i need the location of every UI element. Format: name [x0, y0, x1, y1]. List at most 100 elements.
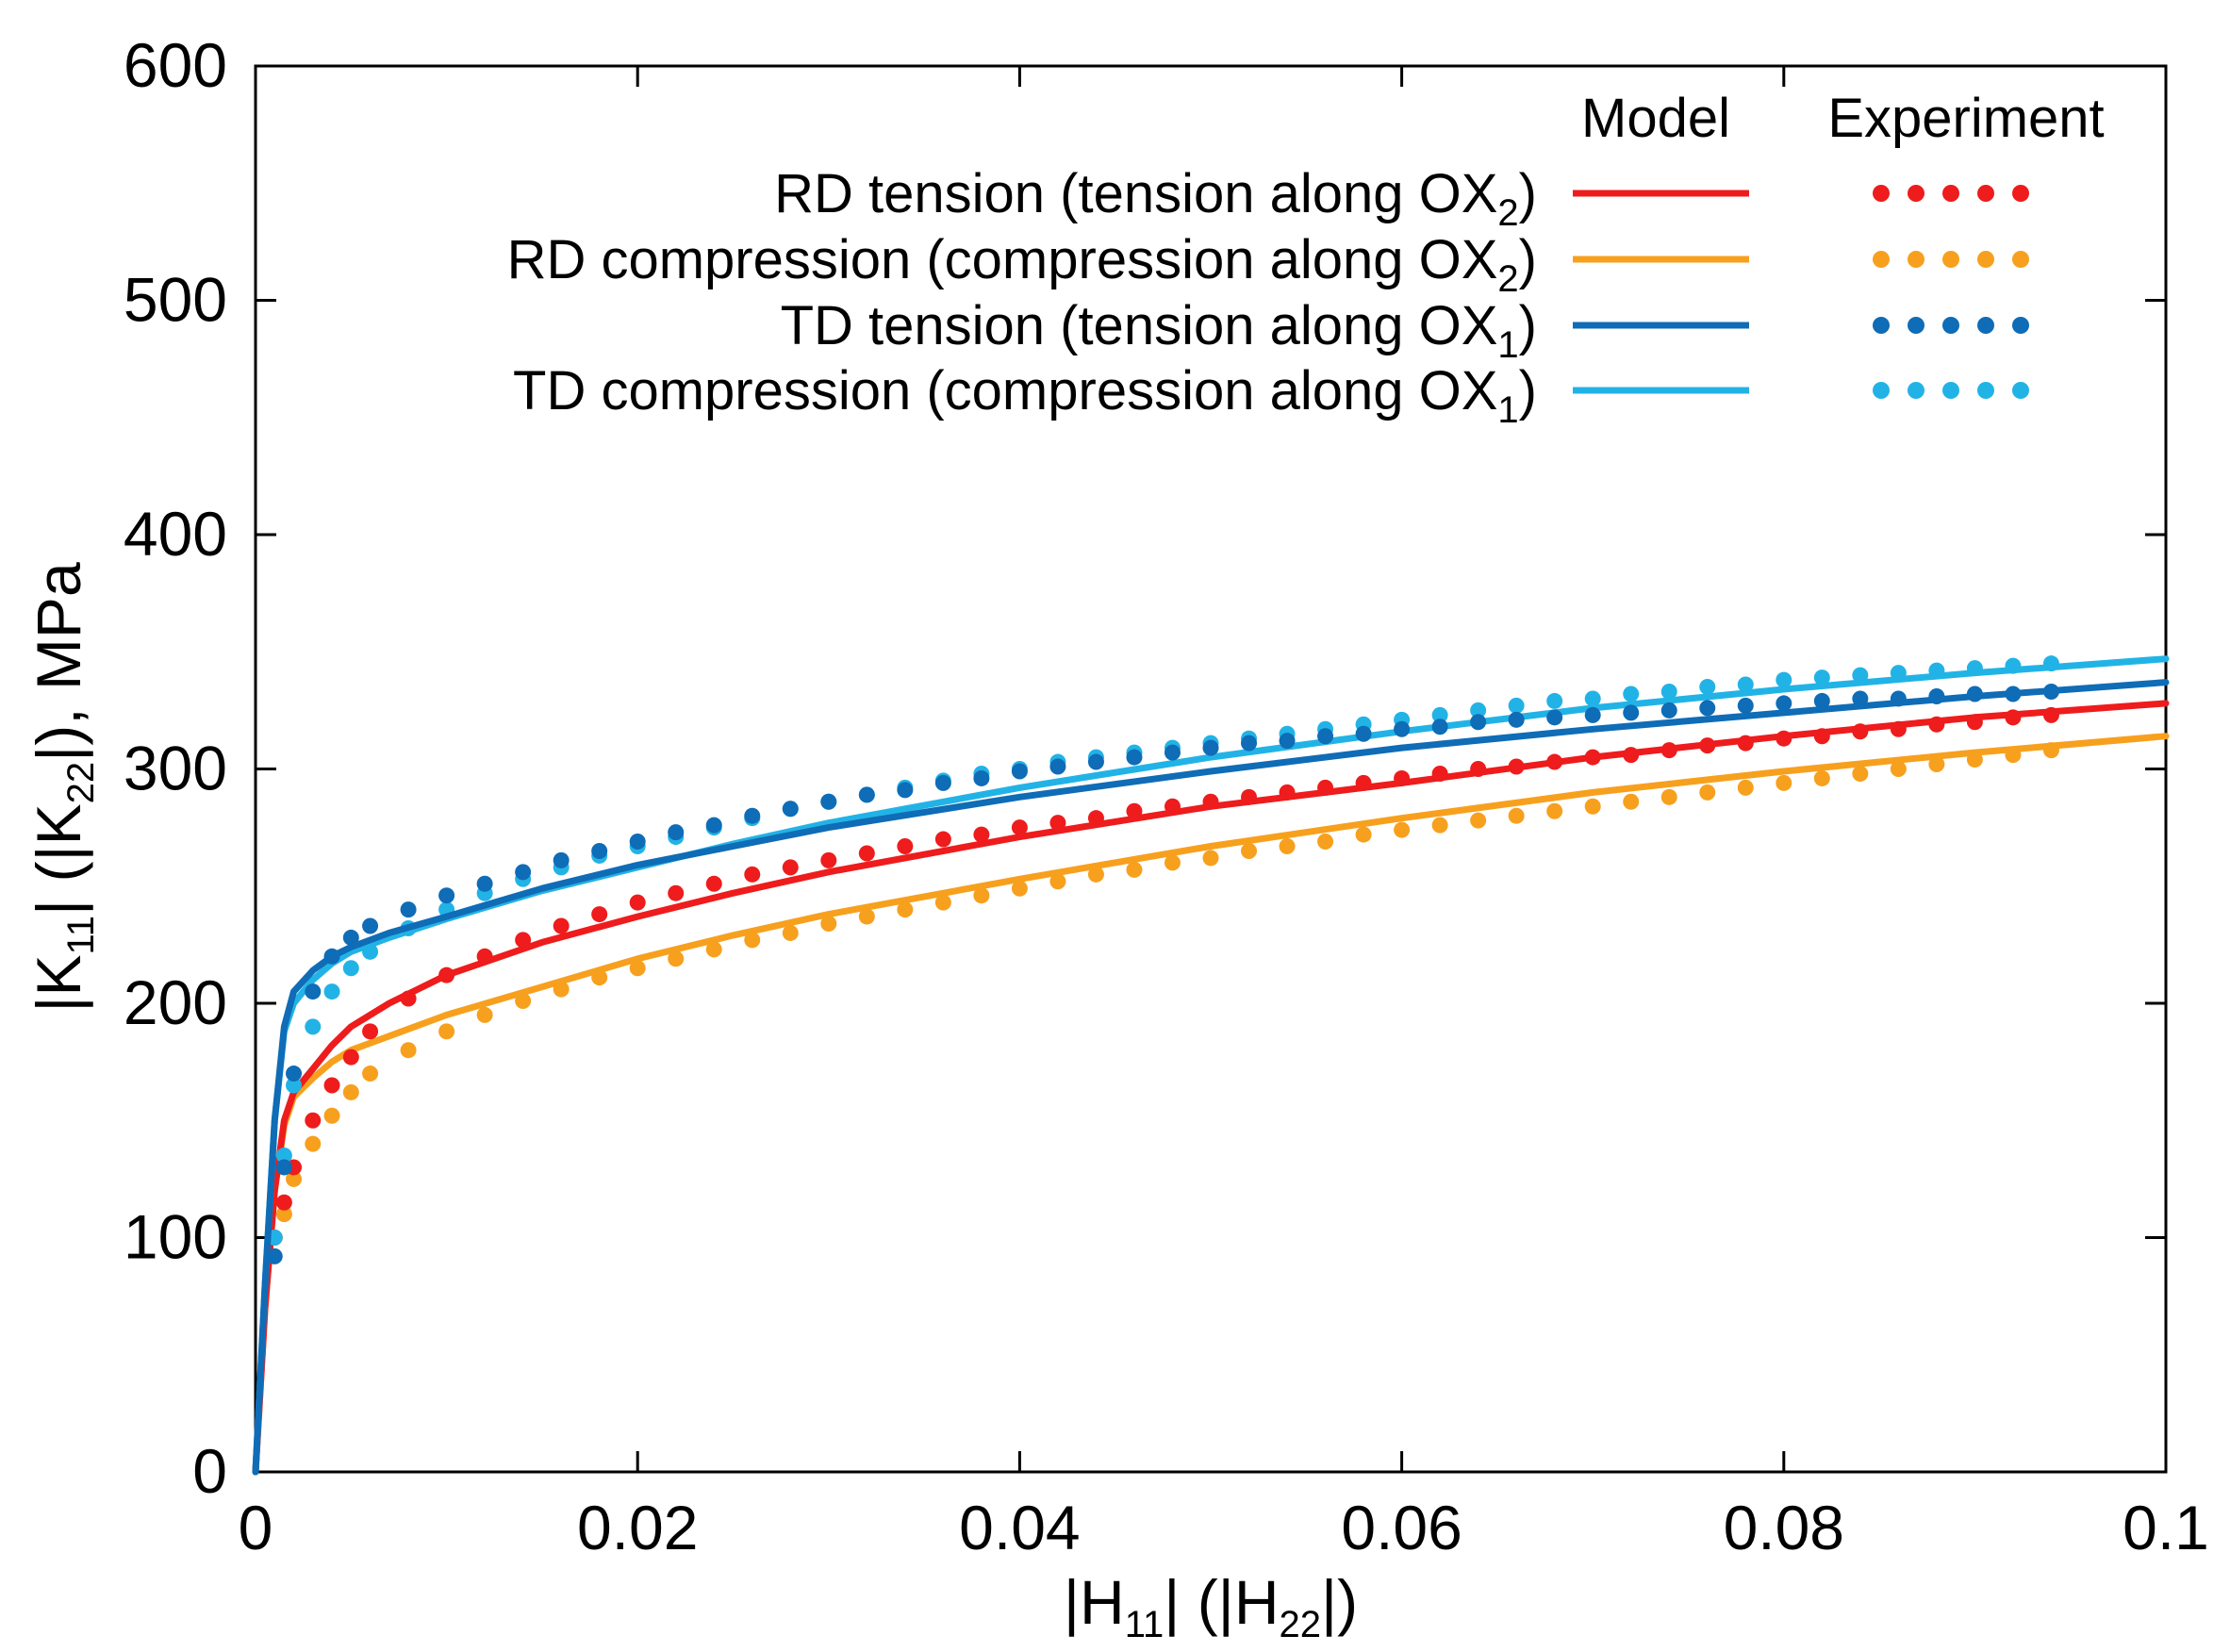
y-axis-label-pre: |K: [24, 955, 93, 1013]
experiment-point-td-tension: [515, 864, 532, 881]
experiment-point-td-tension: [1699, 700, 1716, 717]
experiment-point-rd-compression: [782, 924, 799, 941]
experiment-point-rd-compression: [705, 941, 722, 958]
x-axis-label-sub1: 11: [1125, 1604, 1165, 1645]
x-tick-label: 0.02: [577, 1493, 698, 1562]
y-axis-label-sub2: 22: [60, 762, 102, 804]
experiment-point-rd-compression: [973, 887, 990, 904]
legend-experiment-swatch-rd-tension: [2012, 185, 2029, 202]
experiment-point-td-compression: [286, 1077, 303, 1094]
model-line-rd-compression: [252, 733, 2170, 1476]
legend-experiment-swatch-rd-tension: [1942, 185, 1959, 202]
experiment-point-td-tension: [1776, 695, 1792, 712]
experiment-point-rd-compression: [897, 901, 914, 918]
experiment-point-td-tension: [1737, 697, 1754, 714]
series-layer: [252, 655, 2170, 1476]
experiment-point-rd-tension: [897, 838, 914, 855]
legend-label-td-tension: TD tension (tension along OX1): [781, 295, 1537, 366]
experiment-point-rd-compression: [1049, 873, 1066, 890]
experiment-point-rd-tension: [553, 917, 570, 934]
experiment-point-rd-compression: [1279, 838, 1296, 855]
experiment-point-td-compression: [305, 1018, 322, 1035]
x-axis-label-sub2: 22: [1280, 1604, 1322, 1645]
legend-experiment-swatch-td-compression: [1873, 382, 1890, 399]
y-tick-label: 600: [124, 30, 227, 100]
legend-label-sub: 1: [1497, 324, 1518, 366]
experiment-point-td-tension: [1355, 725, 1372, 742]
experiment-point-rd-tension: [629, 894, 646, 911]
experiment-point-td-compression: [323, 983, 340, 1000]
y-tick-label: 100: [124, 1202, 227, 1272]
y-axis-label-mid: | (|K: [24, 803, 93, 916]
experiment-point-rd-compression: [400, 1042, 417, 1059]
legend-experiment-swatch-td-compression: [1908, 382, 1924, 399]
experiment-point-rd-compression: [934, 894, 951, 911]
legend-experiment-swatch-td-tension: [1942, 317, 1959, 334]
legend-experiment-swatch-td-compression: [1977, 382, 1994, 399]
series-rd-tension: [252, 700, 2170, 1476]
experiment-point-rd-compression: [1202, 850, 1219, 867]
experiment-point-rd-compression: [1508, 807, 1525, 824]
x-axis-label-pre: |H: [1064, 1567, 1125, 1637]
experiment-point-td-tension: [1623, 704, 1640, 721]
legend-label-td-compression: TD compression (compression along OX1): [513, 360, 1537, 431]
legend-experiment-swatch-rd-compression: [2012, 251, 2029, 268]
legend-label-pre: RD tension (tension along OX: [774, 163, 1497, 224]
experiment-point-td-compression: [1699, 679, 1716, 696]
legend-label-post: ): [1519, 229, 1537, 290]
x-tick-label: 0.04: [959, 1493, 1080, 1562]
experiment-point-rd-tension: [342, 1049, 359, 1066]
experiment-point-rd-tension: [705, 875, 722, 892]
experiment-point-rd-compression: [1087, 866, 1104, 883]
experiment-point-td-tension: [1049, 758, 1066, 775]
x-axis-label-mid: | (|H: [1164, 1567, 1279, 1637]
experiment-point-rd-compression: [1126, 861, 1143, 878]
experiment-point-td-tension: [1202, 739, 1219, 756]
experiment-point-td-tension: [782, 801, 799, 818]
experiment-point-td-tension: [858, 786, 875, 803]
experiment-point-td-tension: [476, 875, 493, 892]
experiment-point-td-tension: [553, 851, 570, 868]
legend-label-pre: TD tension (tension along OX: [781, 295, 1498, 356]
experiment-point-td-tension: [973, 769, 990, 786]
experiment-point-rd-tension: [591, 906, 608, 923]
legend-label-sub: 2: [1497, 192, 1518, 234]
experiment-point-rd-compression: [362, 1066, 379, 1082]
axis-ticks: 0 0.02 0.04 0.06 0.08 0.1 0 100 200 300 400 500 600: [124, 30, 2209, 1562]
experiment-point-td-compression: [1776, 671, 1792, 688]
experiment-point-rd-compression: [1470, 812, 1487, 829]
experiment-point-rd-tension: [362, 1023, 379, 1040]
experiment-point-rd-compression: [1584, 798, 1601, 815]
experiment-point-rd-compression: [1660, 788, 1677, 805]
x-tick-label: 0: [239, 1493, 273, 1562]
experiment-point-rd-compression: [1317, 834, 1334, 851]
experiment-point-rd-compression: [668, 950, 685, 967]
experiment-point-td-compression: [1431, 706, 1448, 723]
series-rd-compression: [252, 733, 2170, 1476]
experiment-point-td-tension: [934, 774, 951, 791]
legend-experiment-swatch-rd-tension: [1908, 185, 1924, 202]
experiment-point-td-tension: [1813, 692, 1830, 709]
experiment-point-td-tension: [1011, 763, 1028, 780]
experiment-point-td-tension: [668, 824, 685, 841]
experiment-point-rd-compression: [1623, 793, 1640, 810]
model-line-td-tension: [252, 679, 2170, 1476]
experiment-point-td-tension: [820, 793, 837, 810]
experiment-point-rd-tension: [515, 932, 532, 949]
y-axis-label-post: |), MPa: [24, 562, 93, 762]
experiment-point-rd-tension: [782, 859, 799, 876]
x-tick-label: 0.1: [2123, 1493, 2209, 1562]
legend-experiment-swatch-td-compression: [1942, 382, 1959, 399]
experiment-point-rd-compression: [1011, 880, 1028, 897]
legend-experiment-swatch-td-tension: [1908, 317, 1924, 334]
x-tick-label: 0.06: [1341, 1493, 1462, 1562]
experiment-point-td-compression: [342, 960, 359, 977]
legend-experiment-swatch-rd-compression: [1873, 251, 1890, 268]
experiment-point-td-tension: [342, 929, 359, 946]
x-tick-label: 0.08: [1724, 1493, 1844, 1562]
experiment-point-rd-compression: [1394, 821, 1411, 838]
experiment-point-rd-tension: [305, 1112, 322, 1129]
experiment-point-td-tension: [1394, 720, 1411, 737]
legend-experiment-swatch-td-compression: [2012, 382, 2029, 399]
series-td-compression: [252, 655, 2170, 1476]
